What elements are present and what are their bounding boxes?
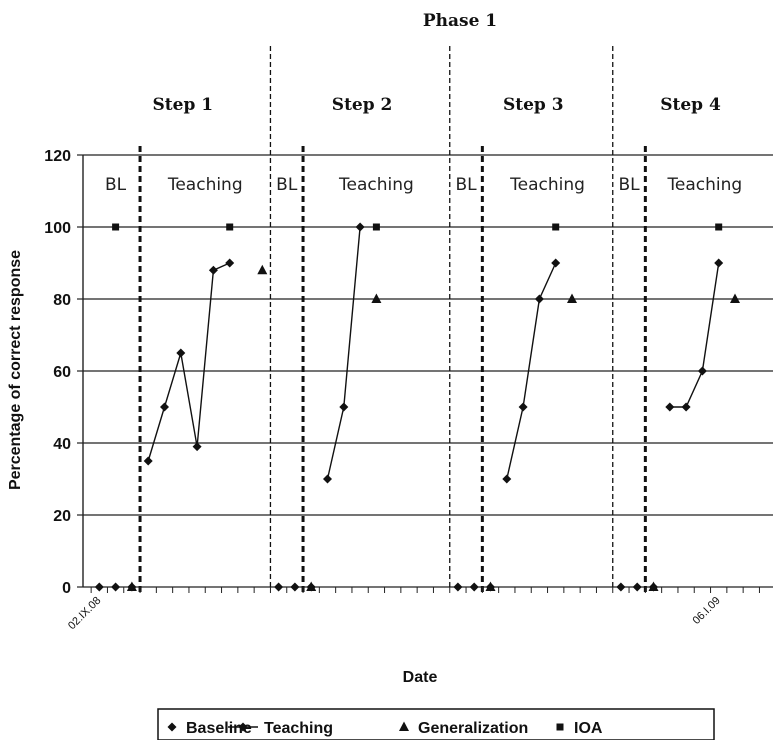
ioa-point: [112, 223, 120, 231]
gridlines: [82, 154, 773, 588]
legend-marker-generalization: [399, 721, 409, 731]
series-layer: [94, 222, 740, 592]
teaching-point: [160, 402, 169, 412]
legend-label-generalization: Generalization: [418, 720, 528, 737]
teaching-line: [669, 262, 720, 408]
baseline-point: [274, 582, 284, 592]
y-axis-title: Percentage of correct response: [7, 250, 24, 490]
step-label: Step 1: [153, 95, 214, 115]
teaching-point: [697, 366, 707, 376]
teaching-point: [681, 402, 691, 412]
y-tick-label: 60: [53, 364, 71, 381]
teaching-point: [551, 258, 561, 268]
baseline-point: [469, 582, 479, 592]
y-tick-label: 20: [53, 508, 71, 525]
region-labels: BL Teaching BL Teaching BL Teaching BL Teaching: [105, 175, 742, 195]
teaching-point: [225, 258, 235, 268]
ioa-series: [112, 223, 723, 231]
baseline-region-label: BL: [276, 175, 298, 195]
ioa-point: [552, 223, 560, 231]
baseline-point: [632, 582, 642, 592]
teaching-region-label: Teaching: [509, 175, 585, 195]
x-tick-label: 06.I.09: [691, 595, 723, 627]
legend-label-teaching: Teaching: [264, 720, 333, 737]
teaching-point: [502, 474, 512, 484]
teaching-point: [518, 402, 528, 412]
teaching-line: [326, 226, 361, 480]
y-tick-label: 40: [53, 436, 71, 453]
teaching-point: [323, 474, 332, 484]
legend-box: [157, 708, 715, 740]
teaching-line: [506, 262, 557, 480]
baseline-point: [94, 582, 104, 592]
legend-marker-baseline: [167, 722, 177, 732]
ioa-point: [715, 223, 723, 231]
teaching-region-label: Teaching: [167, 175, 243, 195]
baseline-point: [111, 582, 121, 592]
legend-label-baseline: Baseline: [186, 720, 252, 737]
teaching-point: [192, 442, 202, 452]
y-tick-label: 100: [44, 220, 71, 237]
phase-change-lines: [138, 46, 647, 595]
generalization-point: [257, 264, 268, 275]
baseline-region-label: BL: [105, 175, 127, 195]
ioa-point: [226, 223, 234, 231]
teaching-point: [143, 456, 153, 466]
legend-label-ioa: IOA: [574, 720, 603, 737]
teaching-region-label: Teaching: [666, 175, 742, 195]
generalization-point: [648, 581, 659, 591]
teaching-point: [176, 348, 186, 358]
generalization-series: [126, 264, 740, 591]
legend: Baseline Teaching Generalization IOA: [157, 708, 715, 740]
baseline-point: [453, 582, 463, 592]
baseline-point: [290, 582, 300, 592]
teaching-point: [665, 402, 675, 412]
teaching-point: [355, 222, 365, 232]
teaching-line: [147, 262, 230, 462]
teaching-point: [714, 258, 724, 268]
x-tick-label: 02.IX.08: [66, 595, 103, 632]
baseline-region-label: BL: [455, 175, 477, 195]
x-axis-title: Date: [403, 669, 438, 686]
step-label: Step 4: [660, 95, 721, 115]
x-axis-ticks: 02.IX.08 06.I.09: [66, 587, 760, 632]
teaching-point: [208, 265, 218, 275]
teaching-series: [143, 222, 724, 484]
generalization-point: [730, 293, 740, 303]
generalization-point: [306, 581, 317, 591]
baseline-region-label: BL: [618, 175, 640, 195]
y-tick-label: 0: [62, 580, 71, 597]
baseline-point: [616, 582, 626, 592]
generalization-point: [371, 293, 382, 303]
generalization-point: [567, 293, 577, 303]
teaching-point: [339, 402, 349, 412]
teaching-region-label: Teaching: [338, 175, 414, 195]
chart-title: Phase 1: [423, 11, 497, 31]
teaching-point: [534, 294, 544, 304]
generalization-point: [485, 581, 496, 591]
y-axis-ticks: 0 20 40 60 80 100 120: [44, 148, 83, 597]
step-label: Step 2: [332, 95, 393, 115]
legend-marker-teaching: [238, 722, 248, 732]
y-tick-label: 120: [44, 148, 71, 165]
generalization-point: [126, 581, 137, 591]
y-tick-label: 80: [53, 292, 71, 309]
legend-marker-ioa: [556, 723, 564, 731]
ioa-point: [372, 223, 380, 231]
step-label: Step 3: [503, 95, 564, 115]
step-labels: Step 1 Step 2 Step 3 Step 4: [153, 95, 721, 115]
